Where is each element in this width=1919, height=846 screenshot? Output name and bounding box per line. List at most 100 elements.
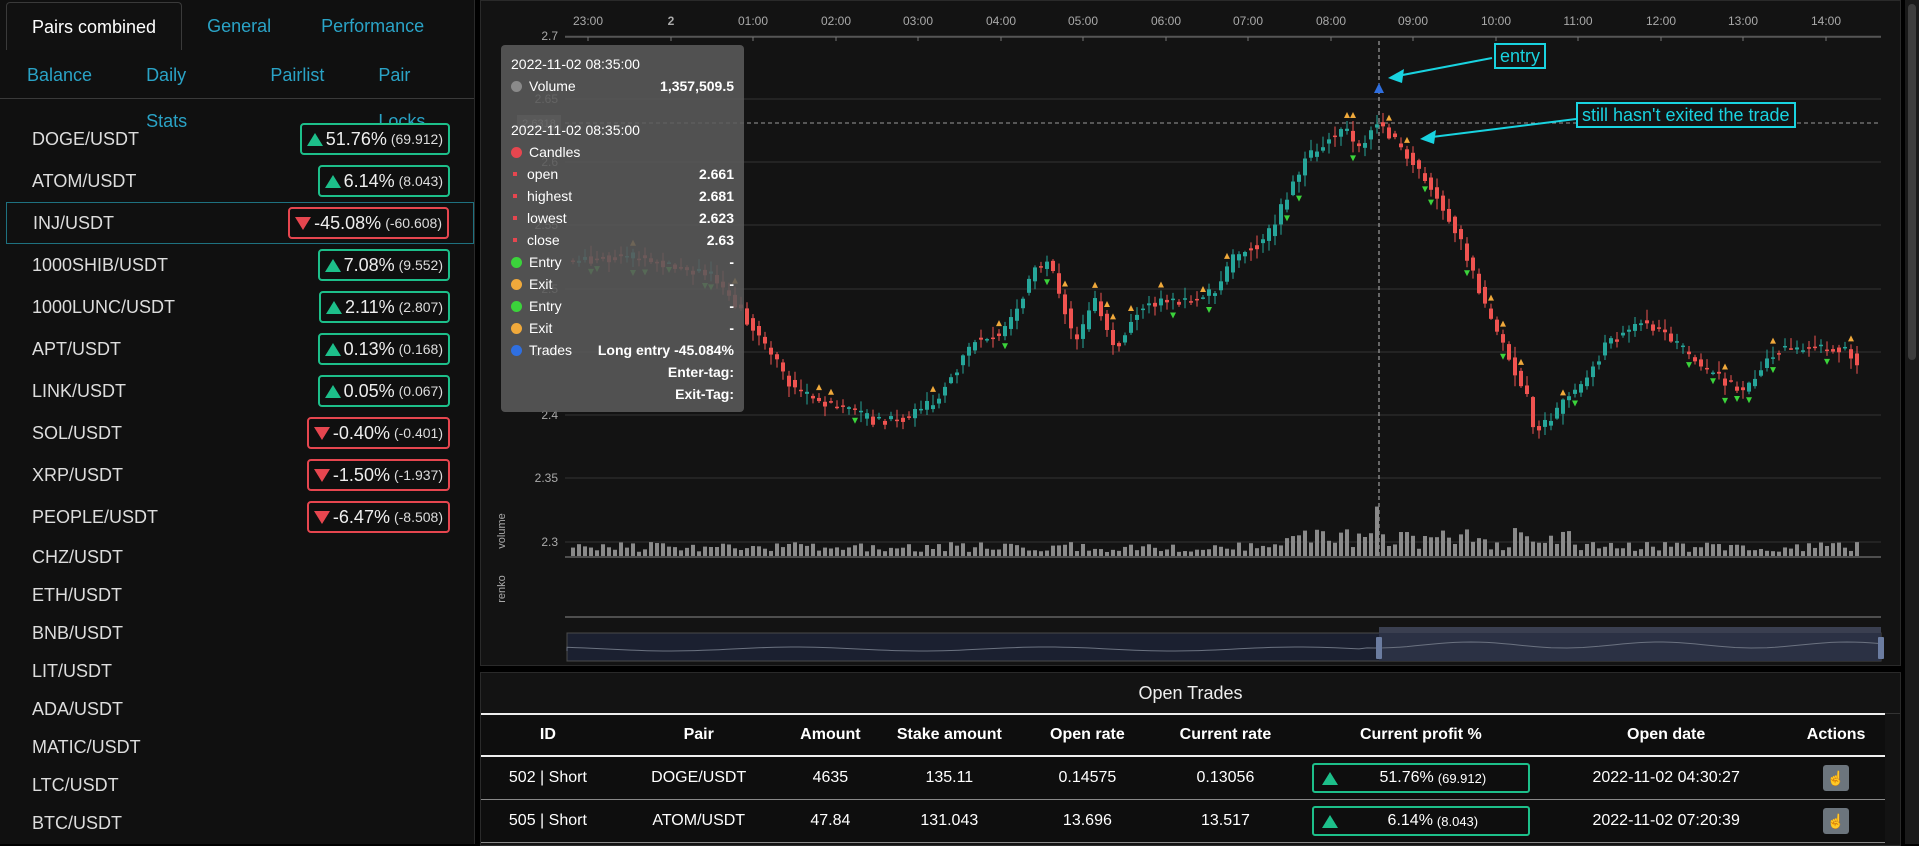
x-tick-label: 01:00 <box>738 14 768 28</box>
profit-percent: 2.11% <box>344 296 395 317</box>
volume-bar <box>661 543 665 556</box>
volume-bar <box>1087 550 1091 556</box>
volume-bar <box>1801 551 1805 556</box>
candle-body <box>1105 313 1109 330</box>
volume-bar <box>799 544 803 556</box>
candle-body <box>1093 298 1097 312</box>
pair-item[interactable]: ETH/USDT <box>6 576 474 614</box>
col-stake-amount[interactable]: Stake amount <box>878 713 1021 757</box>
volume-bar <box>1393 544 1397 556</box>
volume-bar <box>1789 548 1793 556</box>
volume-bar <box>751 546 755 556</box>
col-id[interactable]: ID <box>481 713 615 757</box>
volume-bar <box>1231 549 1235 556</box>
tooltip-close-value: 2.63 <box>706 232 734 248</box>
volume-bar <box>631 543 635 556</box>
col-current-profit[interactable]: Current profit % <box>1296 713 1546 757</box>
volume-bar <box>1357 533 1361 556</box>
pair-item[interactable]: APT/USDT 0.13% (0.168) <box>6 328 474 370</box>
tab-general[interactable]: General <box>207 16 272 36</box>
pair-name: INJ/USDT <box>33 212 114 233</box>
profit-percent: 0.13% <box>343 338 395 359</box>
candle-body <box>1591 366 1595 378</box>
candle-body <box>1699 359 1703 367</box>
candle-body <box>769 347 773 355</box>
exit-marker-icon <box>1422 186 1428 193</box>
candle-body <box>793 379 797 388</box>
pair-name: PEOPLE/USDT <box>32 506 159 527</box>
table-row[interactable]: 505 | Short ATOM/USDT 47.84 131.043 13.696 13… <box>481 799 1885 843</box>
pair-name: APT/USDT <box>32 338 122 359</box>
pair-item[interactable]: LINK/USDT 0.05% (0.067) <box>6 370 474 412</box>
candle-body <box>1375 124 1379 128</box>
candle-body <box>1297 174 1301 182</box>
pair-item[interactable]: BTC/USDT <box>6 804 474 842</box>
pair-item[interactable]: INJ/USDT -45.08% (-60.608) <box>6 202 474 244</box>
trade-actions-button[interactable]: ☝ <box>1823 765 1850 791</box>
volume-bar <box>1537 542 1541 556</box>
pair-item[interactable]: ATOM/USDT 6.14% (8.043) <box>6 160 474 202</box>
exit-marker-icon <box>1722 397 1728 404</box>
candle-body <box>1171 298 1175 301</box>
tab-pairlist[interactable]: Pairlist <box>270 65 325 85</box>
volume-bar <box>913 551 917 556</box>
volume-bar <box>1027 550 1031 556</box>
volume-bar <box>1327 540 1331 556</box>
table-row[interactable]: 502 | Short DOGE/USDT 4635 135.11 0.14575 0.1… <box>481 756 1885 800</box>
page-scrollbar-thumb[interactable] <box>1908 4 1916 360</box>
volume-bar <box>1765 550 1769 556</box>
exit-dot-icon <box>511 322 522 334</box>
candle-body <box>787 375 791 387</box>
exit-marker-icon <box>1428 199 1434 206</box>
tooltip-exit-value: - <box>729 276 734 292</box>
volume-bar <box>1045 550 1049 556</box>
volume-bar <box>1165 549 1169 556</box>
volume-bar <box>889 547 893 556</box>
tab-performance[interactable]: Performance <box>321 16 425 36</box>
pair-item[interactable]: PEOPLE/USDT -6.47% (-8.508) <box>6 496 474 538</box>
volume-bar <box>571 547 575 556</box>
pair-item[interactable]: DOGE/USDT 51.76% (69.912) <box>6 118 474 160</box>
volume-axis-label: volume <box>496 513 508 548</box>
candle-body <box>1687 351 1691 355</box>
tooltip-time: 2022-11-02 08:35:00 <box>511 56 640 72</box>
col-current-rate[interactable]: Current rate <box>1154 713 1297 757</box>
candle-body <box>1615 339 1619 342</box>
col-pair[interactable]: Pair <box>614 713 783 757</box>
candle-body <box>1729 380 1733 382</box>
col-amount[interactable]: Amount <box>782 713 879 757</box>
pair-item[interactable]: LIT/USDT <box>6 652 474 690</box>
tab-pair-locks[interactable]: Pair Locks <box>378 65 426 131</box>
exit-marker-icon <box>1572 400 1578 407</box>
profit-percent: -0.40% <box>332 422 390 443</box>
entry-marker-icon <box>1062 280 1068 287</box>
pair-item[interactable]: 1000SHIB/USDT 7.08% (9.552) <box>6 244 474 286</box>
volume-bar <box>1369 533 1373 556</box>
candle-body <box>1243 252 1247 257</box>
candle-body <box>1327 139 1331 144</box>
volume-bar <box>1339 532 1343 556</box>
pair-item[interactable]: MATIC/USDT <box>6 728 474 766</box>
tab-balance[interactable]: Balance <box>27 65 93 85</box>
pair-item[interactable]: CHZ/USDT <box>6 538 474 576</box>
candle-body <box>937 398 941 404</box>
pair-name: CHZ/USDT <box>32 546 123 567</box>
arrow-head-icon <box>1420 130 1436 144</box>
pair-item[interactable]: XRP/USDT -1.50% (-1.937) <box>6 454 474 496</box>
pair-item[interactable]: LTC/USDT <box>6 766 474 804</box>
pair-item[interactable]: BNB/USDT <box>6 614 474 652</box>
tab-pairs-combined[interactable]: Pairs combined <box>6 2 183 50</box>
open-trades-body: 502 | Short DOGE/USDT 4635 135.11 0.14575 0.1… <box>481 756 1885 843</box>
pair-item[interactable]: ADA/USDT <box>6 690 474 728</box>
volume-bar <box>1333 542 1337 556</box>
candlestick-chart[interactable]: 2.72.652.62.552.52.452.42.352.323:00201:… <box>481 1 1900 665</box>
candle-body <box>1735 386 1739 391</box>
candle-body <box>1741 387 1745 391</box>
trade-actions-button[interactable]: ☝ <box>1823 808 1850 834</box>
volume-bar <box>931 548 935 556</box>
col-open-date[interactable]: Open date <box>1545 713 1788 757</box>
pair-item[interactable]: 1000LUNC/USDT 2.11% (2.807) <box>6 286 474 328</box>
pair-item[interactable]: SOL/USDT -0.40% (-0.401) <box>6 412 474 454</box>
col-open-rate[interactable]: Open rate <box>1020 713 1155 757</box>
tab-daily-stats[interactable]: Daily Stats <box>146 65 188 131</box>
